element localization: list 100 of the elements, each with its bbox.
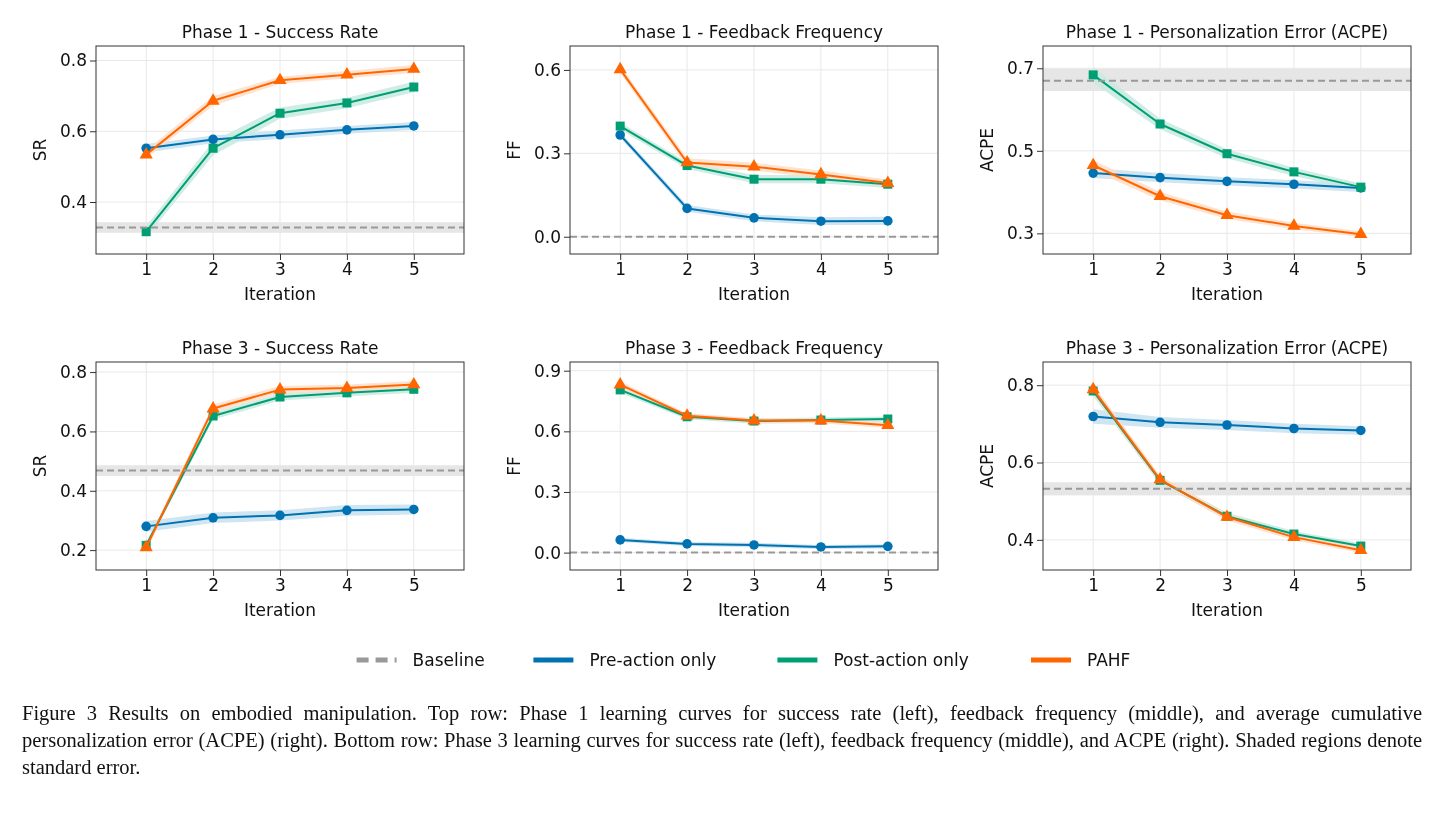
x-axis-title: Iteration: [243, 284, 317, 304]
point: [749, 540, 759, 550]
point: [680, 408, 694, 420]
x-tick-label: 5: [408, 575, 420, 596]
legend-label: PAHF: [1087, 650, 1131, 670]
point: [749, 174, 759, 184]
point: [342, 125, 352, 135]
x-tick-label: 1: [141, 575, 153, 596]
chart-title: Phase 3 - Personalization Error (ACPE): [1065, 338, 1389, 358]
y-tick-label: 0.6: [1006, 452, 1034, 473]
chart-title: Phase 1 - Personalization Error (ACPE): [1065, 22, 1389, 42]
x-tick-label: 4: [815, 575, 827, 596]
x-tick-label: 3: [275, 259, 286, 280]
point: [682, 539, 692, 549]
x-tick-label: 3: [749, 259, 760, 280]
point: [1356, 425, 1366, 436]
point: [273, 382, 287, 394]
x-axis-title: Iteration: [1190, 600, 1264, 620]
point: [340, 380, 354, 392]
x-tick-label: 3: [749, 575, 760, 596]
point: [1088, 70, 1098, 80]
point: [342, 98, 352, 108]
point: [881, 175, 895, 187]
x-axis-title: Iteration: [717, 600, 791, 620]
chart-title: Phase 1 - Feedback Frequency: [624, 22, 884, 42]
point: [1153, 188, 1167, 201]
x-tick-label: 5: [882, 259, 894, 280]
point: [208, 143, 218, 153]
x-tick-label: 4: [342, 259, 353, 280]
point: [206, 93, 220, 105]
point: [409, 121, 419, 131]
y-tick-label: 0.5: [1006, 140, 1034, 161]
point: [208, 134, 218, 145]
y-axis-title: FF: [504, 140, 524, 160]
y-tick-label: 0.8: [59, 362, 87, 383]
x-tick-label: 2: [1155, 259, 1167, 280]
x-tick-label: 3: [275, 575, 286, 596]
x-tick-label: 5: [1355, 259, 1367, 280]
y-tick-label: 0.6: [533, 421, 561, 442]
point: [1289, 167, 1299, 177]
y-tick-label: 0.3: [533, 143, 561, 164]
point: [1289, 179, 1299, 190]
point: [273, 72, 287, 85]
point: [409, 504, 419, 515]
legend-label: Pre-action only: [589, 650, 717, 670]
x-tick-label: 1: [615, 259, 627, 280]
point: [275, 510, 285, 521]
point: [1222, 176, 1232, 187]
point: [881, 417, 895, 430]
point: [682, 203, 692, 214]
y-tick-label: 0.7: [1006, 58, 1034, 79]
legend-label: Post-action only: [833, 650, 969, 670]
y-tick-label: 0.9: [533, 360, 561, 381]
y-tick-label: 0.3: [533, 481, 561, 502]
point: [1086, 157, 1100, 170]
point: [1289, 423, 1299, 434]
y-tick-label: 0.6: [59, 121, 87, 142]
point: [615, 535, 625, 545]
point: [883, 541, 893, 552]
point: [1153, 471, 1167, 484]
y-tick-label: 0.0: [533, 226, 561, 247]
point: [139, 147, 153, 159]
x-tick-label: 3: [1222, 575, 1233, 596]
point: [275, 108, 285, 118]
point: [1220, 207, 1234, 220]
y-tick-label: 0.4: [1006, 529, 1034, 550]
x-tick-label: 4: [342, 575, 353, 596]
point: [1222, 420, 1232, 430]
point: [1155, 417, 1165, 428]
x-tick-label: 2: [682, 575, 694, 596]
y-tick-label: 0.4: [59, 191, 87, 212]
point: [816, 216, 826, 226]
point: [1287, 218, 1301, 230]
y-axis-title: ACPE: [977, 127, 997, 173]
y-axis-title: SR: [30, 454, 50, 478]
x-tick-label: 4: [815, 259, 827, 280]
point: [407, 376, 421, 389]
x-tick-label: 4: [1288, 259, 1300, 280]
point: [615, 121, 625, 131]
point: [342, 505, 352, 516]
y-axis-title: SR: [30, 138, 50, 162]
point: [816, 542, 826, 552]
point: [1354, 542, 1368, 555]
x-axis-title: Iteration: [1190, 284, 1264, 304]
point: [1354, 226, 1368, 238]
point: [883, 216, 893, 226]
x-tick-label: 5: [882, 575, 894, 596]
point: [1088, 168, 1098, 178]
caption: Figure 3 Results on embodied manipulation. Top row: Phase 1 learning curves for success rate (left), feedback frequency (middle), and average cumulative personalization error (ACPE) (right). Bottom row: Phase 3 learning curves for success rate (left), feedback frequency (middle), and ACPE (right). Shaded regions denote standard error.: [22, 701, 1422, 780]
point: [141, 521, 151, 532]
y-axis-title: ACPE: [977, 443, 997, 489]
y-tick-label: 0.8: [1006, 375, 1034, 396]
point: [141, 227, 151, 237]
x-tick-label: 4: [1288, 575, 1300, 596]
x-tick-label: 1: [1088, 259, 1100, 280]
point: [275, 129, 285, 140]
point: [814, 166, 828, 179]
y-tick-label: 0.6: [533, 59, 561, 80]
x-tick-label: 1: [1088, 575, 1100, 596]
y-axis-title: FF: [504, 456, 524, 476]
